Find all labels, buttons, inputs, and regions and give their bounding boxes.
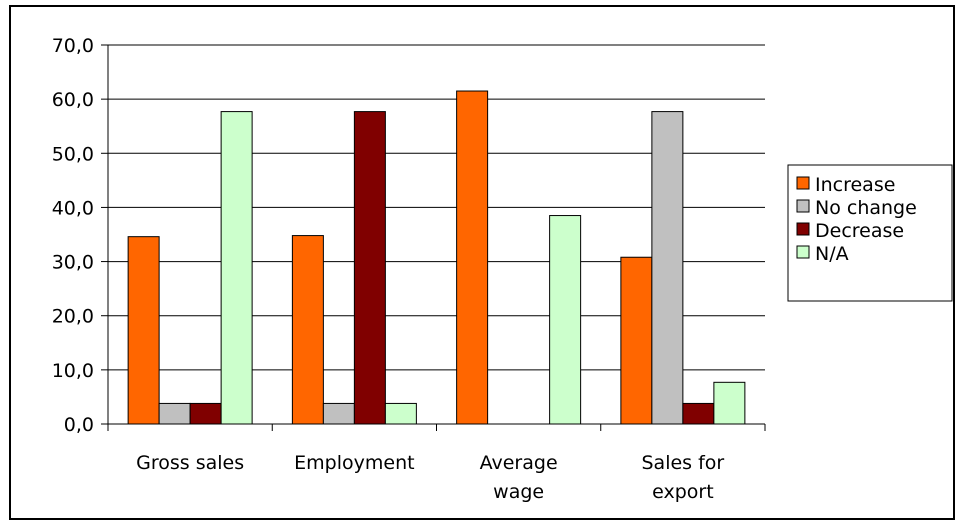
x-category-label: export: [652, 481, 714, 503]
bar-n-a: [549, 215, 582, 425]
y-tick-label: 50,0: [52, 143, 94, 165]
x-category-label: Sales for: [642, 452, 725, 474]
bar-decrease: [189, 402, 222, 425]
y-tick-label: 10,0: [52, 360, 94, 382]
bar-no-change: [158, 402, 191, 425]
y-tick-label: 20,0: [52, 306, 94, 328]
legend-swatch: [796, 176, 810, 190]
y-tick-label: 0,0: [64, 414, 94, 436]
legend-label: No change: [815, 197, 917, 219]
y-tick-label: 30,0: [52, 252, 94, 274]
bar-increase: [127, 236, 160, 425]
y-tick-label: 60,0: [52, 89, 94, 111]
legend-swatch: [796, 245, 810, 259]
y-tick-label: 70,0: [52, 35, 94, 57]
x-category-label: Employment: [294, 452, 414, 474]
bar-n-a: [220, 111, 253, 425]
bar-decrease: [353, 111, 386, 425]
legend-swatch: [796, 222, 810, 236]
bar-increase: [456, 90, 489, 425]
bar-decrease: [682, 402, 715, 425]
bar-n-a: [713, 381, 746, 425]
bar-increase: [620, 256, 653, 425]
bar-no-change: [651, 111, 684, 425]
legend-label: N/A: [815, 243, 849, 265]
y-tick-label: 40,0: [52, 197, 94, 219]
x-category-label: Gross sales: [136, 452, 244, 474]
x-category-label: wage: [493, 481, 544, 503]
legend-swatch: [796, 199, 810, 213]
legend-label: Increase: [815, 174, 895, 196]
legend-box: [787, 164, 953, 302]
bar-no-change: [322, 402, 355, 425]
bar-n-a: [384, 402, 417, 425]
legend-label: Decrease: [815, 220, 904, 242]
x-category-label: Average: [480, 452, 558, 474]
bar-increase: [291, 235, 324, 425]
